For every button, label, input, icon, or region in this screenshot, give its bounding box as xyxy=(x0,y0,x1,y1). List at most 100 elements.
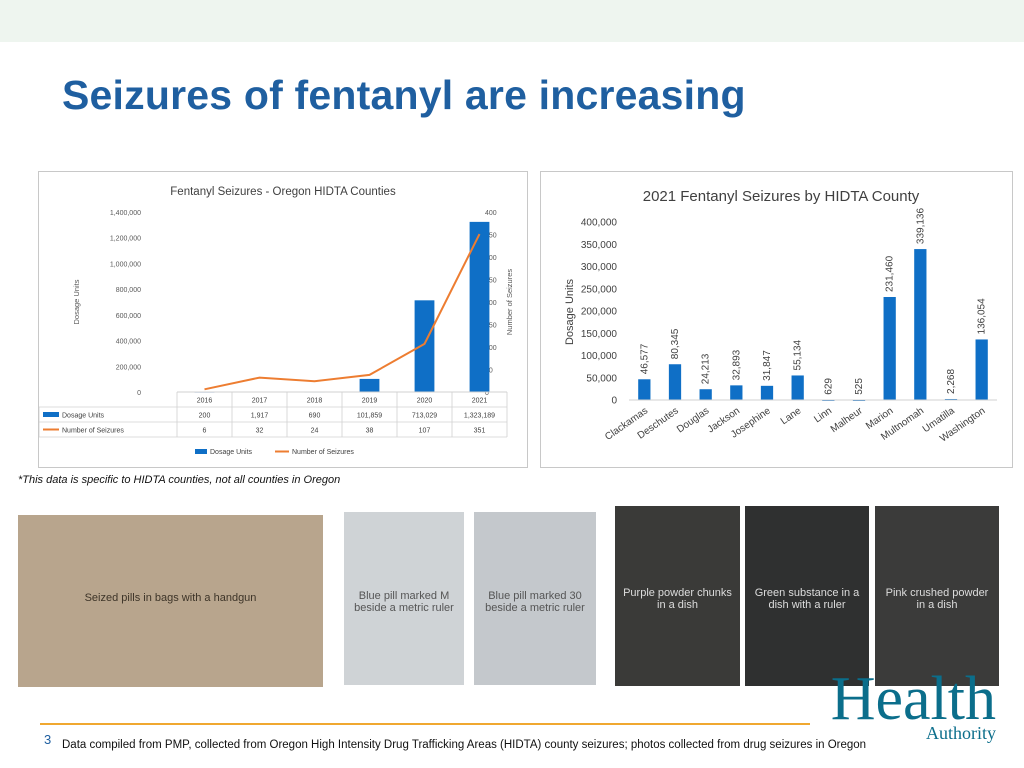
chart1-category-label: 2017 xyxy=(252,398,268,405)
chart1-ytick-label: 1,400,000 xyxy=(110,210,141,217)
seizure-photo-bags: Seized pills in bags with a handgun xyxy=(18,515,323,687)
photo-caption: Pink crushed powder in a dish xyxy=(885,587,989,611)
chart2-value-label: 231,460 xyxy=(885,255,896,292)
chart1-y2tick-label: 150 xyxy=(485,323,497,330)
chart2-ytick-label: 400,000 xyxy=(581,218,618,229)
chart1-ytick-label: 200,000 xyxy=(116,364,141,371)
chart1-ytick-label: 400,000 xyxy=(116,339,141,346)
footer-source-note: Data compiled from PMP, collected from O… xyxy=(62,739,867,751)
chart1-table-cell: 6 xyxy=(203,428,207,435)
chart2-value-label: 2,268 xyxy=(946,369,957,394)
chart1-category-label: 2019 xyxy=(362,398,378,405)
chart1-ytick-label: 1,000,000 xyxy=(110,261,141,268)
chart2-bar xyxy=(883,297,896,400)
chart1-table-cell: 32 xyxy=(256,428,264,435)
chart2-value-label: 31,847 xyxy=(762,350,773,381)
chart-fentanyl-by-county: 2021 Fentanyl Seizures by HIDTA County 0 5… xyxy=(540,171,1013,468)
chart1-line-series xyxy=(204,233,481,391)
chart1-y2tick-label: 250 xyxy=(485,278,497,285)
chart2-ytick-label: 350,000 xyxy=(581,240,618,251)
chart1-y2tick-label: 350 xyxy=(485,233,497,240)
photo-caption: Blue pill marked M beside a metric ruler xyxy=(354,589,454,614)
chart2-value-label: 32,893 xyxy=(731,349,742,380)
chart2-value-label: 339,136 xyxy=(915,207,926,244)
chart1-y2tick-label: 300 xyxy=(485,255,497,262)
chart1-category-label: 2018 xyxy=(307,398,323,405)
photo-caption: Seized pills in bags with a handgun xyxy=(84,592,257,605)
chart2-ytick-label: 100,000 xyxy=(581,351,618,362)
chart2-ytick-label: 0 xyxy=(611,396,617,407)
chart2-value-label: 136,054 xyxy=(977,298,988,335)
logo-sub-text: Authority xyxy=(926,723,996,743)
chart1-table-cell: 107 xyxy=(419,428,431,435)
chart2-bar xyxy=(914,249,927,400)
chart1-ytick-label: 1,200,000 xyxy=(110,236,141,243)
chart1-category-label: 2020 xyxy=(417,398,433,405)
chart2-value-label: 525 xyxy=(854,378,865,395)
chart2-bar xyxy=(699,389,712,400)
chart1-table-cell: 713,029 xyxy=(412,413,437,420)
chart1-legend-label: Dosage Units xyxy=(210,449,253,456)
chart2-bar xyxy=(668,364,682,400)
chart2-value-label: 55,134 xyxy=(793,339,804,370)
chart2-value-label: 24,213 xyxy=(701,353,712,384)
chart1-ytick-label: 800,000 xyxy=(116,287,141,294)
chart1-table-cell: 1,323,189 xyxy=(464,413,495,420)
chart1-ytick-label: 600,000 xyxy=(116,313,141,320)
chart1-y2tick-label: 200 xyxy=(485,300,497,307)
chart1-legend-key-bar xyxy=(195,449,207,454)
chart1-ytick-label: 0 xyxy=(137,390,141,397)
chart-fentanyl-oregon: Fentanyl Seizures - Oregon HIDTA Countie… xyxy=(38,171,528,468)
powder-photo-purple: Purple powder chunks in a dish xyxy=(615,506,740,686)
chart1-svg: Fentanyl Seizures - Oregon HIDTA Countie… xyxy=(39,186,514,456)
photo-caption: Green substance in a dish with a ruler xyxy=(754,587,860,611)
chart1-category-label: 2016 xyxy=(197,398,213,405)
chart1-table-cell: 351 xyxy=(474,428,486,435)
powder-photo-green: Green substance in a dish with a ruler xyxy=(745,506,869,686)
chart1-table-cell: 200 xyxy=(199,413,211,420)
health-authority-logo: Health Authority xyxy=(796,668,1000,743)
chart1-y2tick-label: 100 xyxy=(485,345,497,352)
top-band xyxy=(0,0,1024,42)
chart1-bar xyxy=(469,221,490,392)
page-number: 3 xyxy=(44,732,52,747)
chart1-table-row-label: Dosage Units xyxy=(62,413,105,420)
chart2-category-label: Douglas xyxy=(675,405,711,435)
chart1-title: Fentanyl Seizures - Oregon HIDTA Countie… xyxy=(170,186,396,198)
chart1-category-label: 2021 xyxy=(472,398,488,405)
chart1-table-row-label: Number of Seizures xyxy=(62,428,124,435)
chart2-ytick-label: 250,000 xyxy=(581,284,618,295)
pill-photo-m: Blue pill marked M beside a metric ruler xyxy=(344,512,464,685)
chart2-ytick-label: 150,000 xyxy=(581,329,618,340)
pill-photo-30: Blue pill marked 30 beside a metric rule… xyxy=(474,512,596,685)
chart2-category-label: Lane xyxy=(779,405,804,427)
chart1-table-cell: 101,859 xyxy=(357,413,382,420)
chart1-y-axis-label: Dosage Units xyxy=(72,279,81,324)
chart2-bar xyxy=(791,375,804,400)
chart1-table-cell: 24 xyxy=(311,428,319,435)
chart2-y-axis-label: Dosage Units xyxy=(564,278,576,345)
chart1-bar xyxy=(414,300,435,392)
caveat-note: *This data is specific to HIDTA counties… xyxy=(18,474,341,486)
chart1-table-legend-key xyxy=(43,412,59,417)
chart2-title: 2021 Fentanyl Seizures by HIDTA County xyxy=(643,188,920,205)
chart1-legend-label: Number of Seizures xyxy=(292,449,354,456)
chart2-ytick-label: 300,000 xyxy=(581,262,618,273)
chart1-table-cell: 1,917 xyxy=(251,413,269,420)
chart1-bar xyxy=(359,378,380,392)
chart2-ytick-label: 50,000 xyxy=(586,373,617,384)
chart2-bar xyxy=(730,385,743,400)
chart2-category-label: Malheur xyxy=(829,405,865,435)
chart2-value-label: 80,345 xyxy=(670,328,681,359)
chart2-ytick-label: 200,000 xyxy=(581,307,618,318)
chart2-value-label: 46,577 xyxy=(639,343,650,374)
chart1-y2-axis-label: Number of Seizures xyxy=(505,269,514,336)
chart1-table-cell: 690 xyxy=(309,413,321,420)
chart1-y2tick-label: 400 xyxy=(485,210,497,217)
chart2-bar xyxy=(975,339,988,400)
chart2-svg: 2021 Fentanyl Seizures by HIDTA County 0 5… xyxy=(564,188,997,445)
footer-rule xyxy=(40,723,810,725)
powder-photo-pink: Pink crushed powder in a dish xyxy=(875,506,999,686)
photo-caption: Purple powder chunks in a dish xyxy=(623,587,732,611)
chart2-value-label: 629 xyxy=(823,378,834,395)
